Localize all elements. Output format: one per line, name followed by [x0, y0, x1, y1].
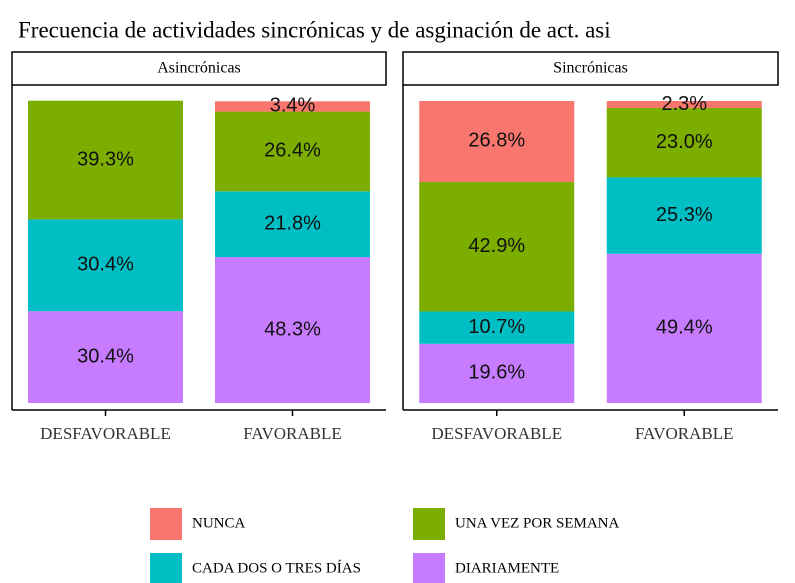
x-tick-label: DESFAVORABLE: [40, 424, 171, 443]
facet-title: Sincrónicas: [553, 60, 628, 77]
data-label: 30.4%: [77, 345, 134, 367]
bar-segment: [215, 191, 370, 258]
bar-segment: [606, 107, 762, 178]
legend-key: [150, 553, 182, 583]
x-tick-label: FAVORABLE: [243, 424, 342, 443]
data-label: 25.3%: [656, 204, 713, 226]
data-label: 3.4%: [270, 95, 316, 117]
bar-segment: [419, 311, 575, 344]
bar-segment: [28, 219, 183, 312]
data-label: 48.3%: [264, 318, 321, 340]
facet-title: Asincrónicas: [157, 60, 241, 77]
legend-label: NUNCA: [192, 515, 246, 531]
bar-segment: [606, 253, 762, 403]
bar-segment: [606, 177, 762, 254]
bar-segment: [215, 257, 370, 403]
bar-segment: [28, 100, 183, 220]
bar-segment: [606, 101, 762, 108]
bar-segment: [28, 311, 183, 403]
legend-label: CADA DOS O TRES DÍAS: [192, 559, 361, 576]
bar-segment: [215, 101, 370, 112]
bar-segment: [419, 343, 575, 403]
data-label: 2.3%: [661, 93, 707, 115]
facet-strip: [402, 51, 779, 86]
legend-key: [413, 508, 445, 540]
data-label: 49.4%: [656, 317, 713, 339]
bar-segment: [419, 101, 575, 182]
legend-key: [150, 508, 182, 540]
legend-label: UNA VEZ POR SEMANA: [455, 515, 619, 531]
data-label: 26.4%: [264, 140, 321, 162]
data-label: 10.7%: [468, 316, 525, 338]
data-label: 23.0%: [656, 131, 713, 153]
legend-key: [413, 553, 445, 583]
legend-label: DIARIAMENTE: [455, 560, 559, 576]
chart-title: Frecuencia de actividades sincrónicas y …: [18, 17, 611, 42]
x-tick-label: FAVORABLE: [635, 424, 734, 443]
data-label: 19.6%: [468, 362, 525, 384]
bar-segment: [215, 111, 370, 192]
data-label: 30.4%: [77, 254, 134, 276]
data-label: 39.3%: [77, 148, 134, 170]
data-label: 42.9%: [468, 235, 525, 257]
data-label: 21.8%: [264, 212, 321, 234]
x-tick-label: DESFAVORABLE: [431, 424, 562, 443]
facet-strip: [11, 51, 387, 86]
bar-segment: [419, 181, 575, 312]
data-label: 26.8%: [468, 130, 525, 152]
